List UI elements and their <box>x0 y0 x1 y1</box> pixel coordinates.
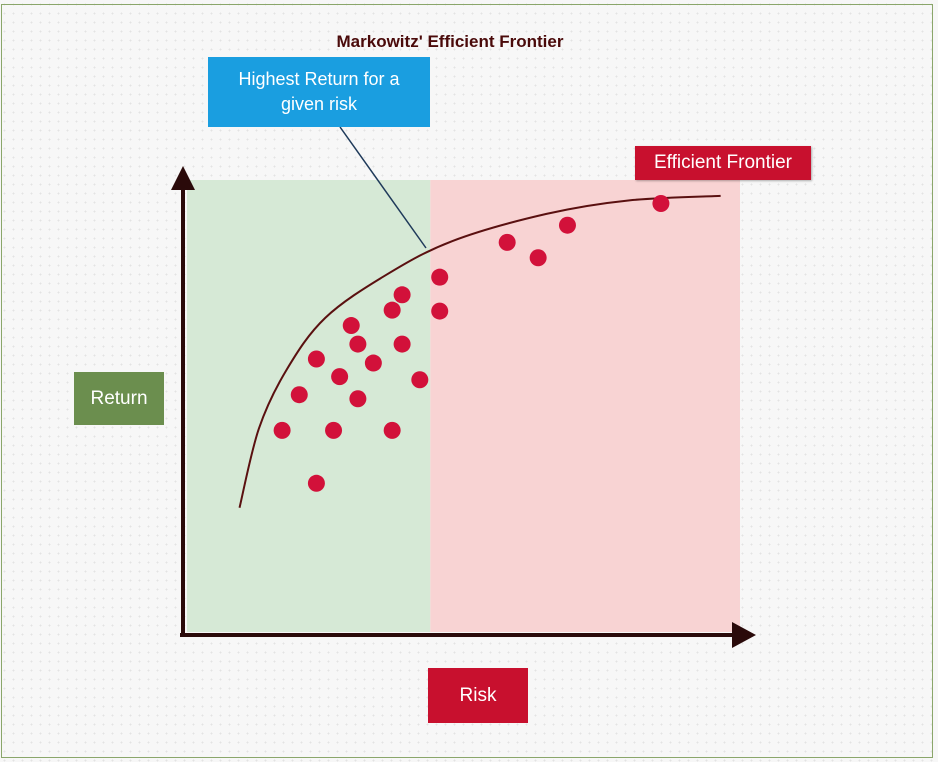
highest-return-callout: Highest Return for a given risk <box>208 57 430 127</box>
portfolio-point-4 <box>307 474 325 492</box>
chart-title: Markowitz' Efficient Frontier <box>336 32 564 51</box>
return-axis-label: Return <box>74 372 164 425</box>
portfolio-point-18 <box>498 233 516 251</box>
portfolio-points <box>273 195 670 492</box>
portfolio-point-2 <box>290 386 308 404</box>
portfolio-point-8 <box>349 390 367 408</box>
portfolio-point-21 <box>652 195 670 213</box>
portfolio-point-19 <box>529 249 547 267</box>
portfolio-point-5 <box>325 421 343 439</box>
portfolio-point-10 <box>364 354 382 372</box>
risk-axis-label: Risk <box>428 668 528 723</box>
callout-leader-line <box>339 126 427 249</box>
portfolio-point-15 <box>411 371 429 389</box>
efficient-frontier-curve <box>238 194 721 508</box>
portfolio-point-12 <box>383 301 401 319</box>
portfolio-point-3 <box>307 350 325 368</box>
x-axis-arrowhead <box>732 622 756 648</box>
efficient-frontier-label: Efficient Frontier <box>635 146 811 180</box>
portfolio-point-14 <box>393 335 411 353</box>
portfolio-point-1 <box>273 421 291 439</box>
portfolio-point-13 <box>393 286 411 304</box>
high-risk-zone <box>430 180 740 632</box>
portfolio-point-6 <box>331 368 349 386</box>
portfolio-point-17 <box>431 302 449 320</box>
portfolio-point-9 <box>349 335 367 353</box>
y-axis-arrowhead <box>171 166 195 190</box>
portfolio-point-16 <box>431 268 449 286</box>
portfolio-point-11 <box>383 421 401 439</box>
low-risk-zone <box>187 180 431 632</box>
diagram-frame <box>1 4 933 758</box>
portfolio-point-7 <box>342 317 360 335</box>
portfolio-point-20 <box>558 216 576 234</box>
